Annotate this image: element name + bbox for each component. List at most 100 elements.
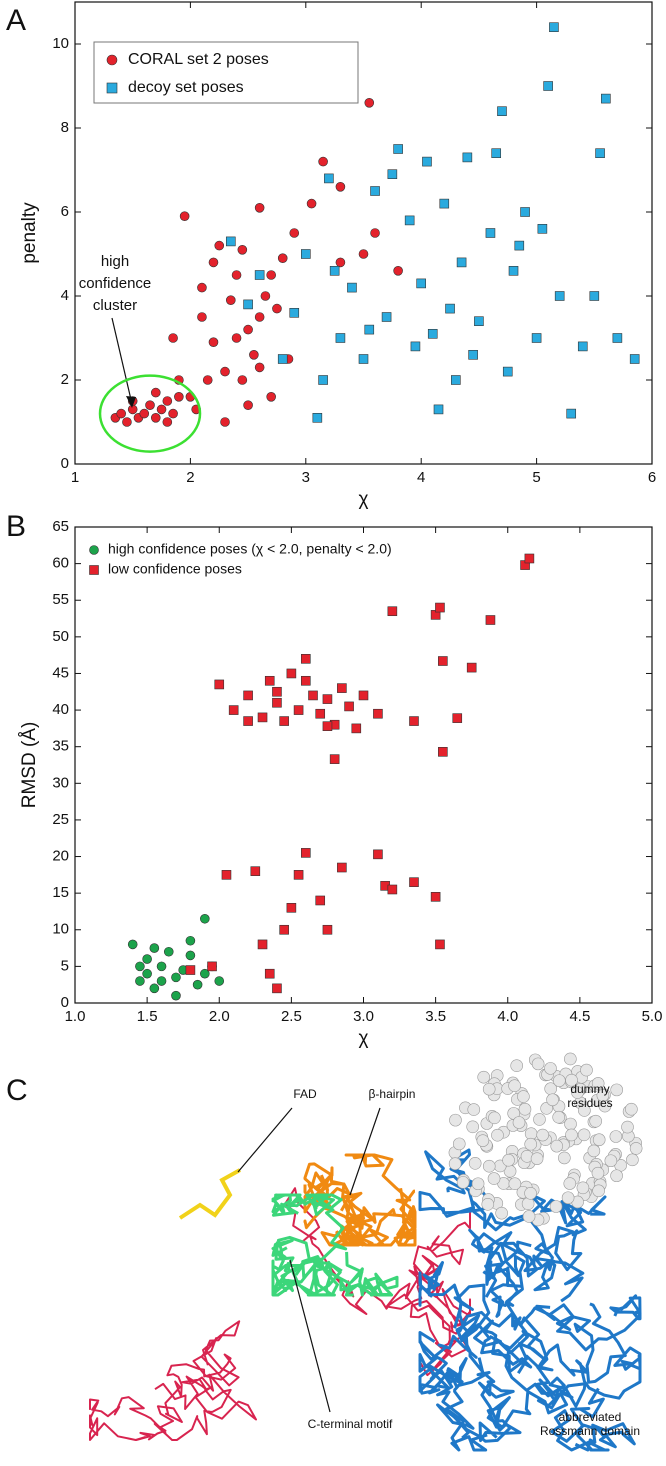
- dummy-residue: [466, 1120, 479, 1134]
- point: [243, 716, 253, 726]
- backbone: [556, 1294, 642, 1384]
- point: [185, 950, 196, 961]
- point: [277, 253, 288, 264]
- dummy-residue: [521, 1197, 535, 1211]
- point: [433, 404, 444, 415]
- annotation: high: [101, 253, 129, 270]
- diagram-label: C-terminal motif: [308, 1417, 393, 1431]
- dummy-residue: [553, 1074, 566, 1087]
- backbone: [271, 1235, 325, 1291]
- point: [150, 387, 161, 398]
- dummy-residue: [629, 1142, 643, 1155]
- fad-ligand: [178, 1168, 241, 1220]
- annotation: cluster: [93, 297, 137, 314]
- backbone: [303, 1182, 373, 1244]
- dummy-residue: [482, 1159, 496, 1173]
- point: [279, 924, 289, 935]
- point: [439, 198, 450, 209]
- point: [456, 257, 467, 268]
- point: [202, 375, 213, 385]
- point: [315, 708, 326, 719]
- dummy-residue: [564, 1117, 577, 1131]
- label-arrow: [237, 1107, 293, 1173]
- dummy-residue: [502, 1153, 515, 1167]
- dummy-residue: [550, 1139, 564, 1153]
- point: [231, 270, 242, 280]
- point: [243, 324, 253, 335]
- point: [351, 723, 362, 734]
- point: [344, 701, 354, 712]
- point: [207, 961, 217, 972]
- point: [531, 333, 542, 343]
- point: [264, 968, 275, 979]
- backbone: [418, 1353, 475, 1440]
- point: [179, 211, 190, 221]
- y-tick-label: 8: [61, 119, 69, 136]
- point: [197, 282, 207, 293]
- dummy-residue: [571, 1086, 584, 1099]
- point: [225, 295, 236, 306]
- y-tick-label: 0: [61, 455, 69, 472]
- point: [577, 341, 588, 352]
- point: [393, 265, 403, 276]
- backbone: [282, 1260, 343, 1297]
- y-axis-label: penalty: [19, 202, 40, 264]
- point: [520, 207, 530, 217]
- backbone: [468, 1228, 538, 1318]
- dummy-residue: [544, 1062, 557, 1075]
- point: [150, 412, 161, 423]
- backbone: [89, 1320, 241, 1434]
- point: [300, 848, 311, 858]
- point: [208, 337, 219, 348]
- point: [237, 375, 248, 385]
- backbone: [418, 1323, 587, 1408]
- dummy-residue: [592, 1133, 606, 1147]
- point: [308, 690, 318, 701]
- dummy-residue: [558, 1151, 571, 1165]
- point: [387, 884, 398, 895]
- point: [185, 935, 196, 946]
- point: [370, 228, 380, 238]
- y-tick-label: 0: [61, 994, 69, 1011]
- point: [629, 354, 640, 364]
- point: [254, 270, 265, 280]
- point: [422, 156, 432, 167]
- backbone: [89, 1373, 257, 1441]
- point: [595, 148, 605, 158]
- point: [329, 754, 340, 764]
- point: [306, 198, 317, 209]
- dummy-residue: [591, 1166, 605, 1180]
- dummy-residue: [565, 1128, 578, 1142]
- point: [168, 333, 178, 343]
- diagram-label: residues: [567, 1096, 612, 1110]
- dummy-residue: [592, 1184, 605, 1198]
- point: [293, 870, 304, 880]
- dummy-residue: [561, 1191, 575, 1205]
- dummy-residue: [621, 1120, 634, 1134]
- point: [435, 939, 445, 950]
- point: [243, 690, 253, 701]
- dummy-residue: [549, 1200, 563, 1213]
- y-tick-label: 25: [52, 811, 69, 828]
- x-tick-label: 4: [417, 469, 425, 486]
- point: [409, 716, 419, 726]
- point: [149, 943, 160, 953]
- point: [243, 299, 253, 310]
- backbone: [385, 1254, 471, 1377]
- point: [221, 870, 232, 880]
- dummy-residue: [449, 1113, 462, 1127]
- dummy-residue: [491, 1128, 504, 1142]
- backbone: [444, 1367, 515, 1452]
- label-arrow: [349, 1107, 381, 1196]
- diagram-label: β-hairpin: [369, 1087, 416, 1101]
- point: [163, 946, 174, 957]
- point: [409, 877, 419, 887]
- dummy-residue: [476, 1134, 490, 1147]
- dummy-residue: [531, 1057, 545, 1071]
- backbone: [344, 1153, 417, 1239]
- dummy-residue: [609, 1130, 623, 1143]
- dummy-residue: [448, 1157, 462, 1170]
- point: [370, 186, 380, 196]
- point: [289, 228, 300, 238]
